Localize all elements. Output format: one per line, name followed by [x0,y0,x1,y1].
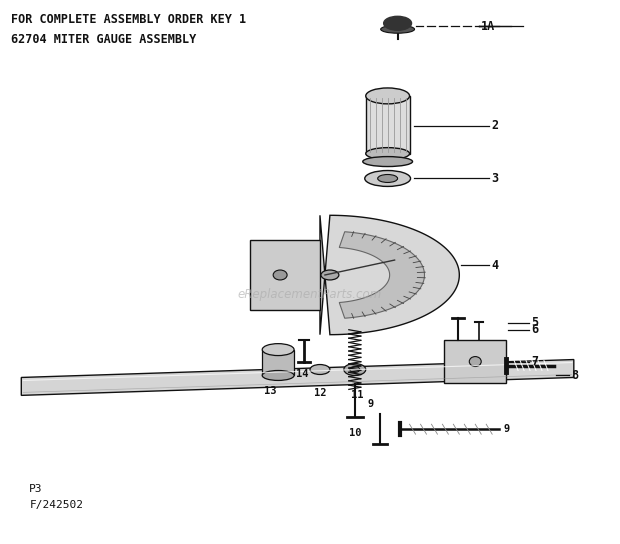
Ellipse shape [262,370,294,380]
Ellipse shape [378,175,397,182]
Ellipse shape [469,356,481,367]
Text: 10: 10 [349,428,361,438]
Text: FOR COMPLETE ASSEMBLY ORDER KEY 1: FOR COMPLETE ASSEMBLY ORDER KEY 1 [11,13,247,26]
Ellipse shape [384,16,412,30]
Ellipse shape [310,364,330,374]
Text: P3: P3 [29,484,43,494]
Ellipse shape [363,157,412,166]
Polygon shape [339,232,425,318]
Text: 3: 3 [491,172,498,185]
Ellipse shape [273,270,287,280]
Text: 6: 6 [531,323,538,336]
Text: 7: 7 [531,355,538,368]
Text: 14: 14 [296,369,309,380]
Text: eReplacementParts.com: eReplacementParts.com [238,288,382,301]
Ellipse shape [344,363,366,375]
Ellipse shape [262,344,294,356]
Text: 5: 5 [531,316,538,329]
Bar [445,339,506,384]
Ellipse shape [366,88,410,104]
Text: 11: 11 [351,391,363,400]
Text: 12: 12 [314,388,327,398]
Polygon shape [21,360,574,395]
Text: 9: 9 [503,424,510,434]
Ellipse shape [365,170,410,187]
Text: 4: 4 [491,258,498,271]
Bar [262,350,294,375]
Ellipse shape [381,25,415,33]
Text: F/242502: F/242502 [29,500,83,510]
Bar [250,240,320,310]
Bar [366,96,410,153]
Text: 62704 MITER GAUGE ASSEMBLY: 62704 MITER GAUGE ASSEMBLY [11,33,197,46]
Text: 1A: 1A [481,20,495,33]
Polygon shape [320,215,459,335]
Text: 13: 13 [264,386,277,397]
Ellipse shape [366,147,410,159]
Ellipse shape [350,367,360,373]
Ellipse shape [321,270,339,280]
Text: 9: 9 [368,399,374,409]
Text: 2: 2 [491,119,498,132]
Text: 8: 8 [571,369,578,382]
